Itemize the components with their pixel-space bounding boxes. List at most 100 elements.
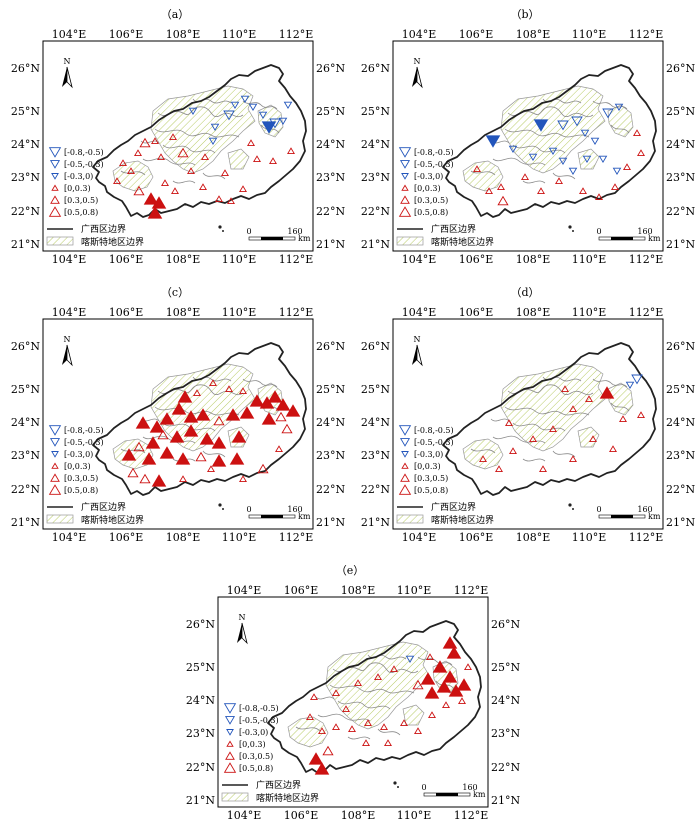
station-up-triangle-large: [446, 646, 462, 659]
station-up-triangle-large: [151, 196, 167, 209]
karst-detail-boundary: [470, 448, 496, 454]
scale-unit: km: [298, 234, 311, 243]
legend-symbol-up-triangle-large: [223, 762, 237, 773]
legend-item: [0.3,0.5): [225, 751, 273, 761]
station-up-triangle-small: [332, 723, 340, 731]
station-down-triangle-small: [283, 101, 293, 110]
station-up-triangle-medium: [177, 147, 189, 158]
karst-detail-boundary: [142, 157, 196, 166]
scale-unit: km: [473, 790, 486, 799]
karst-detail-boundary: [202, 450, 226, 458]
station-down-triangle-small: [208, 137, 218, 146]
station-down-triangle-medium: [602, 108, 614, 119]
legend-symbol-up-triangle-medium: [50, 195, 60, 204]
karst-detail-boundary: [522, 458, 546, 462]
station-up-triangle-large: [432, 660, 448, 673]
map-svg: 104°E 106°E 108°E 110°E 112°E 104°E 106°E 108°E…: [11, 28, 346, 266]
lat-tick-label: 22°N: [666, 205, 695, 218]
station-up-triangle-small: [569, 455, 577, 463]
north-arrow-right-half: [416, 344, 423, 367]
legend-symbol-up-triangle-small: [51, 462, 59, 469]
station-up-triangle-small: [458, 697, 466, 705]
lat-tick-label: 26°N: [316, 62, 345, 75]
station-up-triangle-large: [177, 390, 193, 403]
karst-region: [287, 716, 329, 748]
lon-tick-label: 110°E: [572, 306, 607, 319]
station-up-triangle-small: [505, 419, 513, 427]
lat-tick-label: 22°N: [316, 483, 345, 496]
karst-detail-boundary: [507, 384, 594, 396]
legend-symbol-up-triangle-medium: [400, 473, 410, 482]
karst-detail-boundary: [492, 435, 546, 444]
karst-detail-boundary: [142, 435, 196, 444]
station-up-triangle-small: [209, 379, 217, 387]
guangxi-boundary: [267, 620, 482, 774]
north-label: N: [64, 335, 71, 344]
station-up-triangle-medium: [322, 745, 334, 756]
legend-label: [-0.5,-0.3): [64, 438, 104, 447]
legend-symbol-down-triangle-medium: [399, 160, 411, 169]
station-up-triangle-large: [145, 436, 161, 449]
karst-detail-boundary: [522, 180, 546, 184]
lon-tick-label: 106°E: [109, 306, 144, 319]
legend-label: [0.5,0.8): [239, 764, 273, 773]
north-label: N: [239, 613, 246, 622]
legend-symbol-down-triangle-small: [51, 451, 59, 458]
station-up-triangle-small: [269, 157, 277, 165]
legend-item: [-0.3,0): [51, 172, 93, 181]
station-up-triangle-small: [479, 455, 487, 463]
legend-label: [0.5,0.8): [414, 486, 448, 495]
north-arrow-left-half: [62, 67, 67, 87]
legend-symbol-down-triangle-medium: [399, 438, 411, 447]
lon-tick-label: 108°E: [166, 531, 201, 544]
lat-tick-label: 22°N: [11, 205, 40, 218]
lat-tick-label: 22°N: [316, 205, 345, 218]
north-label: N: [64, 57, 71, 66]
karst-detail-boundary: [332, 662, 419, 674]
karst-detail-boundary: [295, 726, 321, 732]
north-arrow: N: [237, 613, 248, 645]
legend-item: [0,0.3): [401, 462, 441, 471]
station-up-triangle-small: [169, 133, 177, 141]
island-marker: [218, 503, 222, 507]
karst-detail-boundary: [512, 422, 566, 432]
lon-tick-label: 112°E: [629, 306, 664, 319]
legend-symbol-down-triangle-medium: [49, 160, 61, 169]
lat-tick-label: 24°N: [361, 416, 390, 429]
legend-label: [-0.3,0): [239, 728, 268, 737]
legend-item: [0.5,0.8): [48, 484, 98, 495]
lon-tick-label: 112°E: [629, 28, 664, 41]
lon-tick-label: 112°E: [454, 809, 489, 822]
station-up-triangle-medium: [195, 451, 207, 462]
boundary-legend-label: 广西区边界: [81, 223, 126, 235]
karst-detail-boundary: [154, 128, 240, 138]
station-up-triangle-small: [225, 385, 233, 393]
station-up-triangle-small: [384, 739, 392, 747]
karst-hatch-symbol: [46, 514, 74, 524]
lon-tick-label: 110°E: [397, 809, 432, 822]
map-svg: 104°E 106°E 108°E 110°E 112°E 104°E 106°E 108°E…: [361, 28, 696, 266]
legend-label: [0.3,0.5): [64, 196, 98, 205]
station-up-triangle-small: [637, 411, 645, 419]
lat-tick-label: 22°N: [11, 483, 40, 496]
karst-detail-boundary: [162, 144, 216, 154]
station-up-triangle-large: [314, 762, 330, 775]
station-up-triangle-small: [310, 693, 318, 701]
legend-item: [0,0.3): [51, 184, 91, 193]
scale-zero: 0: [246, 505, 251, 514]
legend-item: [-0.5,-0.3): [49, 160, 104, 169]
karst-hatch-symbol: [46, 236, 74, 246]
station-down-triangle-small: [548, 147, 558, 156]
legend-label: [-0.8,-0.5): [414, 426, 454, 435]
panel-label-b: （b）: [510, 8, 540, 21]
north-arrow: N: [62, 57, 73, 89]
karst-detail-boundary: [172, 180, 196, 184]
station-up-triangle-small: [275, 445, 283, 453]
station-up-triangle-small: [354, 679, 362, 687]
legend-label: [-0.5,-0.3): [414, 160, 454, 169]
island-marker: [393, 781, 397, 785]
lon-tick-label: 104°E: [227, 584, 262, 597]
